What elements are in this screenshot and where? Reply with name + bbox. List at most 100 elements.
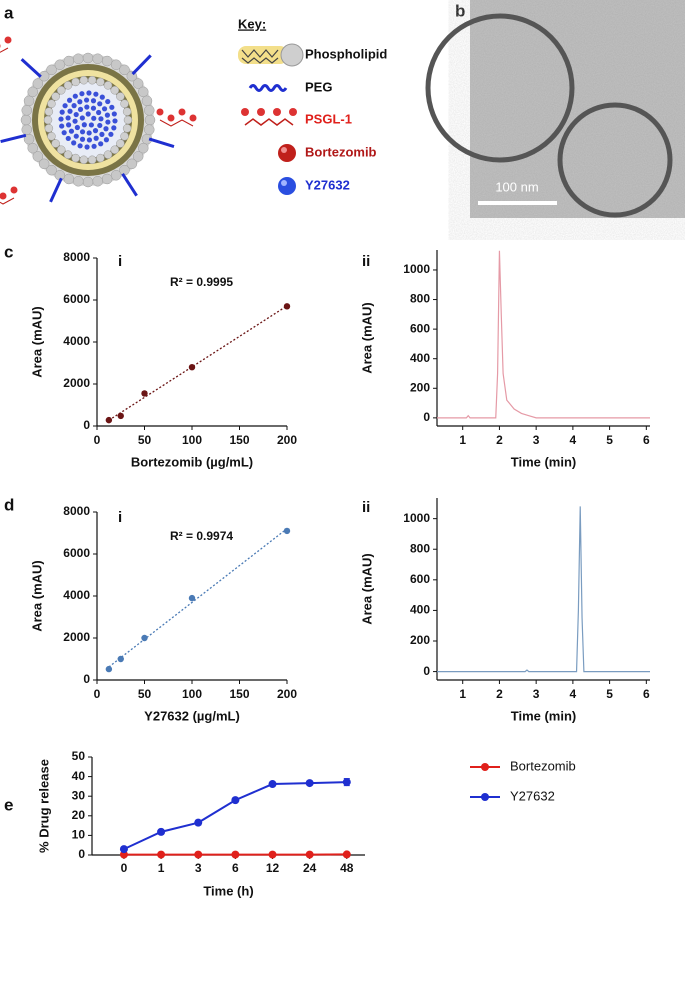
bead [63,55,75,67]
drug-bead [79,115,85,121]
y-axis-title: Area (mAU) [29,560,44,632]
liposome [0,36,197,205]
panel-label: a [4,3,14,22]
bead [101,55,113,67]
point [141,390,148,397]
psgl [10,186,18,194]
y-tick-label: 1000 [403,511,430,525]
bead [27,142,39,154]
drug-bead [105,98,111,105]
bead [46,164,57,176]
bead [143,124,155,135]
x-tick-label: 6 [232,861,239,875]
drug-bead [62,103,68,109]
point [268,850,277,859]
sub-label: i [118,509,122,526]
bead [96,153,105,163]
bead [82,52,94,64]
x-tick-label: 2 [496,433,503,447]
drug-bead [72,118,78,124]
point [342,850,351,859]
bead [87,155,97,165]
drug-bead [93,91,99,97]
drug-bead [71,103,77,109]
psgl [156,108,164,116]
y-tick-label: 30 [72,788,86,802]
bead [82,176,94,188]
drug-bead [71,140,77,146]
drug-bead [65,135,71,142]
bead [110,59,122,71]
x-tick-label: 150 [229,433,249,447]
key-label: Y27632 [305,177,350,192]
peg [49,177,63,203]
bead [44,124,54,133]
bead [137,86,149,98]
bead [27,86,39,98]
bead [92,175,103,187]
panel-label: d [4,495,14,514]
bead [63,150,73,159]
panel-label: c [4,242,13,261]
drug-bead [112,118,118,124]
bead [103,81,113,90]
x-tick-label: 0 [121,861,128,875]
y-tick-label: 0 [423,664,430,678]
bead [132,78,144,89]
x-tick-label: 6 [643,433,650,447]
annotation: R² = 0.9974 [170,529,233,543]
y-axis-title: % Drug release [36,759,51,853]
bead [20,114,32,126]
drug-bead [91,143,97,149]
y-tick-label: 400 [410,351,430,365]
bead [47,99,56,108]
y-tick-label: 40 [72,769,86,783]
drug-bead [59,109,65,115]
drug-bead [99,94,105,100]
key-label: PEG [305,79,332,94]
bead [116,139,125,148]
y-tick-label: 800 [410,292,430,306]
y-tick-label: 1000 [403,262,430,276]
x-tick-label: 1 [459,433,466,447]
point [194,850,203,859]
x-tick-label: 3 [533,687,540,701]
drug-bead [58,116,64,122]
psgl-chain [0,47,9,53]
drug-bead [104,112,110,118]
point [305,850,314,859]
point [117,655,124,663]
bead [43,115,53,125]
bead [63,173,75,185]
drug-bead [77,99,83,105]
x-tick-label: 200 [277,687,297,701]
peg [0,133,27,143]
psgl [178,108,186,116]
drug-bead [111,111,117,117]
x-tick-label: 2 [496,687,503,701]
peg [121,173,138,197]
x-tick-label: 50 [138,433,152,447]
y-tick-label: 0 [83,418,90,432]
point [117,412,124,420]
drug-bead [99,131,105,137]
bead [122,107,132,116]
chromatogram [437,250,650,419]
drug-bead [103,137,110,143]
bead [101,173,113,185]
y-tick-label: 800 [410,541,430,555]
drug-bead [91,115,97,121]
bead [119,64,130,76]
peg [148,137,175,149]
micrograph [425,0,685,218]
drug-bead [73,111,79,118]
drug-bead [111,125,117,131]
drug-bead [72,93,78,99]
y-axis-title: Area (mAU) [359,302,374,374]
bead [143,105,155,116]
key-label: PSGL-1 [305,111,352,126]
drug-bead [109,104,115,110]
panel-label: e [4,795,13,814]
drug-bead [77,143,83,149]
panel-label: b [455,1,465,20]
